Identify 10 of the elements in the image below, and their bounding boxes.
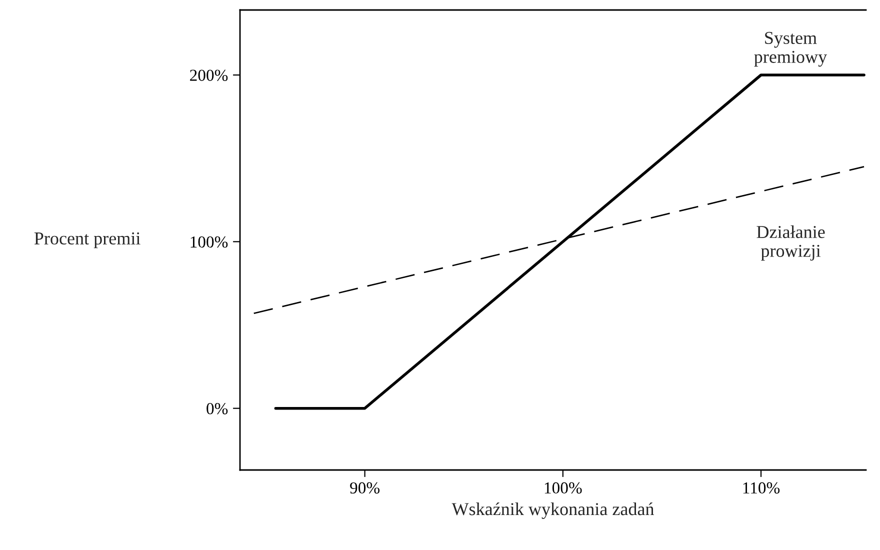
x-tick-label: 110% [743,482,780,494]
x-axis-title: Wskaźnik wykonania zadań [452,502,654,519]
y-tick-label: 200% [190,70,228,81]
series-label: Działanie prowizji [756,225,825,261]
y-axis-title: Procent premii [34,232,140,248]
y-tick-label: 100% [190,236,228,248]
x-tick-label: 90% [350,482,380,494]
series-label: System premiowy [754,32,828,67]
x-tick-label: 100% [544,482,582,494]
y-tick-label: 0% [206,403,228,414]
